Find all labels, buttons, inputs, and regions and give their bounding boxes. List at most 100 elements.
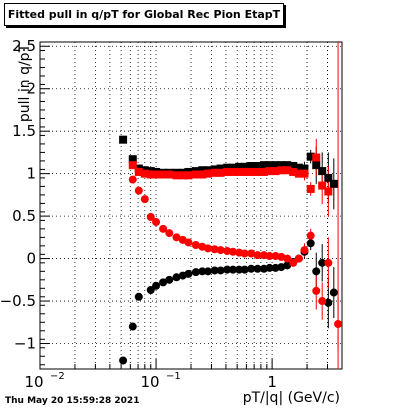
data-point-square [228, 167, 237, 176]
data-point-circle [253, 264, 262, 273]
chart-title-box: Fitted pull in q/pT for Global Rec Pion … [4, 3, 284, 26]
x-tick-label: 10 [141, 373, 160, 391]
data-point-square [300, 164, 309, 173]
data-point-circle [203, 267, 212, 276]
y-tick-label: 0.5 [12, 207, 36, 225]
y-axis-label: pull in q/pT [17, 43, 33, 123]
data-point-square [294, 169, 303, 178]
data-point-square [216, 164, 225, 173]
x-tick-exponent: −1 [166, 371, 181, 382]
data-point-square [140, 169, 149, 178]
data-point-square [318, 167, 327, 176]
data-point-circle [134, 186, 143, 195]
data-point-square [247, 167, 256, 176]
data-point-circle [329, 288, 338, 297]
data-point-circle [228, 265, 237, 274]
data-point-square [191, 170, 200, 179]
data-point-square [265, 167, 274, 176]
data-point-square [289, 162, 298, 171]
data-point-square [306, 152, 315, 161]
data-point-circle [228, 247, 237, 256]
data-point-circle [203, 244, 212, 253]
data-point-square [283, 161, 292, 170]
data-point-circle [159, 278, 168, 287]
y-tick-label: 2.5 [12, 37, 36, 55]
y-tick-label: 0 [26, 250, 36, 268]
data-point-circle [312, 286, 321, 295]
data-point-circle [223, 265, 232, 274]
data-point-square [152, 170, 161, 179]
data-point-circle [210, 245, 219, 254]
data-point-square [172, 171, 181, 180]
data-point-circle [324, 258, 333, 267]
data-point-circle [247, 264, 256, 273]
x-axis-label: pT/|q| (GeV/c) [242, 390, 340, 406]
data-point-circle [265, 252, 274, 261]
data-point-circle [240, 249, 249, 258]
data-point-circle [283, 254, 292, 263]
data-point-square [312, 153, 321, 162]
data-point-circle [216, 246, 225, 255]
data-point-circle [146, 286, 155, 295]
data-point-circle [210, 266, 219, 275]
data-point-circle [152, 281, 161, 290]
data-point-circle [119, 356, 128, 365]
plot-frame [39, 41, 343, 370]
data-point-square [165, 170, 174, 179]
data-point-square [259, 167, 268, 176]
data-point-circle [324, 298, 333, 307]
data-point-square [329, 179, 338, 188]
data-point-circle [198, 267, 207, 276]
data-point-circle [318, 258, 327, 267]
data-point-square [223, 167, 232, 176]
data-point-square [228, 163, 237, 172]
data-point-square [134, 167, 143, 176]
data-point-square [128, 161, 137, 170]
data-point-square [271, 167, 280, 176]
data-point-square [159, 170, 168, 179]
data-point-square [235, 167, 244, 176]
data-point-square [277, 166, 286, 175]
data-point-square [324, 173, 333, 182]
y-tick-label: −0.5 [0, 292, 36, 310]
data-point-circle [165, 275, 174, 284]
data-point-square [203, 169, 212, 178]
x-tick-exponent: −2 [50, 371, 65, 382]
data-point-square [119, 135, 128, 144]
data-point-square [324, 187, 333, 196]
data-point-square [318, 181, 327, 190]
timestamp: Thu May 20 15:59:28 2021 [5, 396, 140, 406]
data-point-circle [172, 233, 181, 242]
data-point-circle [152, 218, 161, 227]
data-point-square [146, 170, 155, 179]
data-point-circle [318, 297, 327, 306]
data-point-circle [128, 175, 137, 184]
data-point-square [178, 171, 187, 180]
y-tick-label: 2 [26, 80, 36, 98]
data-point-circle [306, 231, 315, 240]
data-point-square [253, 162, 262, 171]
y-tick-label: −1 [14, 335, 36, 353]
data-point-circle [146, 212, 155, 221]
data-point-circle [165, 229, 174, 238]
data-point-circle [283, 261, 292, 270]
data-point-circle [235, 265, 244, 274]
data-point-circle [128, 322, 137, 331]
data-point-square [240, 162, 249, 171]
data-point-square [306, 184, 315, 193]
data-point-circle [191, 268, 200, 277]
data-point-circle [334, 319, 343, 328]
data-point-square [289, 167, 298, 176]
data-point-circle [300, 246, 309, 255]
data-point-circle [216, 266, 225, 275]
data-point-square [265, 161, 274, 170]
data-point-square [247, 162, 256, 171]
data-point-circle [294, 254, 303, 263]
data-point-circle [140, 195, 149, 204]
data-point-square [235, 162, 244, 171]
data-point-circle [172, 273, 181, 282]
data-point-square [240, 167, 249, 176]
data-point-square [312, 161, 321, 170]
data-point-square [184, 171, 193, 180]
